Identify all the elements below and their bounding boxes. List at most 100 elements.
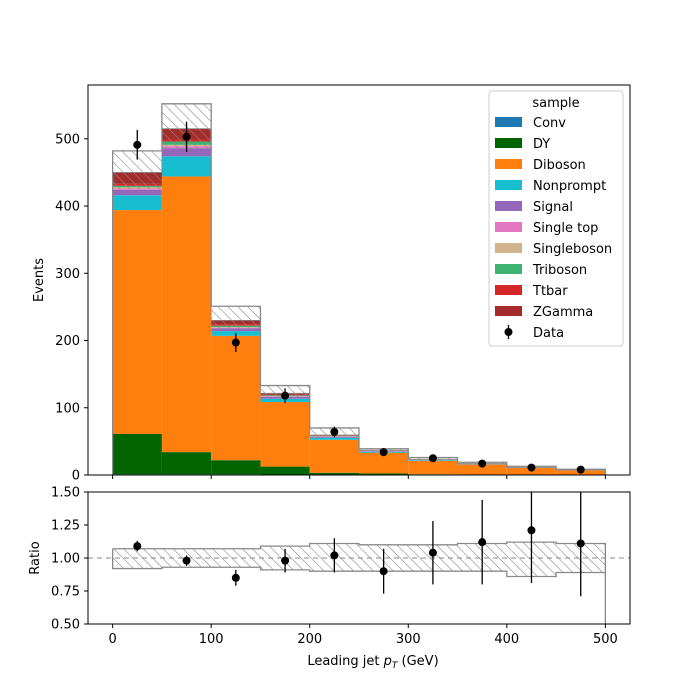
legend-swatch-single-top	[495, 222, 522, 232]
main-y-ticks: 0 100 200 300 400 500	[55, 132, 88, 484]
bar-diboson-bin-5	[359, 452, 409, 474]
main-ytick-label-3: 300	[55, 267, 80, 282]
ratio-band-upper-outline	[112, 541, 607, 624]
legend-label-single-top: Single top	[533, 221, 598, 236]
data-point-6	[428, 454, 437, 463]
bar-diboson-bin-7	[457, 464, 507, 475]
band-hatch-bin-2	[211, 306, 261, 331]
bar-diboson-bin-2	[211, 335, 261, 461]
main-x-ticks	[112, 475, 606, 479]
main-ytick-label-1: 100	[55, 401, 80, 416]
bar-nonprompt-bin-0	[112, 195, 162, 211]
ratio-band-hatch-bin-0	[112, 548, 162, 569]
bar-dy-bin-4	[309, 472, 359, 475]
legend-title: sample	[532, 96, 579, 111]
legend-label-conv: Conv	[533, 116, 566, 131]
ratio-y-ticks: 0.50 0.75 1.00 1.25 1.50	[51, 486, 88, 633]
main-ytick-label-2: 200	[55, 334, 80, 349]
data-point-5	[379, 448, 388, 457]
ratio-xtick-label-3: 300	[396, 632, 421, 647]
data-point-0	[133, 140, 142, 149]
ratio-xtick-label-0: 0	[108, 632, 116, 647]
bar-diboson-bin-0	[112, 210, 162, 434]
legend-label-ttbar: Ttbar	[532, 284, 568, 299]
legend: sample Conv DY Diboson Nonprompt Signal Singl…	[488, 90, 624, 347]
main-ytick-label-5: 500	[55, 132, 80, 147]
legend-swatch-singleboson	[495, 243, 522, 253]
ratio-xtick-label-2: 200	[297, 632, 322, 647]
data-point-7	[478, 459, 487, 468]
bar-diboson-bin-1	[161, 176, 212, 453]
ratio-point-8	[527, 526, 536, 535]
legend-label-singleboson: Singleboson	[533, 242, 612, 257]
bar-signal-bin-0	[112, 189, 162, 196]
legend-swatch-nonprompt	[495, 180, 522, 190]
ratio-ytick-label-3: 1.25	[51, 519, 80, 534]
x-axis-label: Leading jet pT (GeV)	[307, 654, 438, 671]
ratio-y-axis-label: Ratio	[28, 541, 43, 574]
stack-total-outline	[112, 128, 606, 471]
ratio-point-1	[182, 556, 191, 565]
legend-swatch-ttbar	[495, 285, 522, 295]
legend-label-zgamma: ZGamma	[533, 305, 593, 320]
bar-dy-bin-1	[161, 452, 212, 475]
legend-swatch-signal	[495, 201, 522, 211]
legend-swatch-triboson	[495, 264, 522, 274]
legend-data-marker	[504, 328, 513, 336]
bar-signal-bin-1	[161, 148, 212, 157]
bar-nonprompt-bin-1	[161, 156, 212, 177]
legend-label-dy: DY	[533, 137, 550, 152]
bar-dy-bin-0	[112, 433, 162, 475]
ratio-points	[133, 492, 585, 597]
ratio-xtick-label-4: 400	[494, 632, 519, 647]
data-point-8	[527, 463, 536, 472]
data-point-9	[576, 465, 585, 474]
bar-dy-bin-2	[211, 460, 261, 475]
ratio-ytick-label-2: 1.00	[51, 552, 80, 567]
ratio-point-2	[231, 573, 240, 582]
ratio-point-4	[330, 551, 339, 560]
ratio-point-5	[379, 567, 388, 576]
ratio-point-0	[133, 542, 142, 551]
legend-swatch-diboson	[495, 159, 522, 169]
ratio-ytick-label-4: 1.50	[51, 486, 80, 501]
ratio-xtick-label-5: 500	[593, 632, 618, 647]
data-point-4	[330, 427, 339, 436]
legend-label-diboson: Diboson	[533, 158, 586, 173]
main-ytick-label-4: 400	[55, 200, 80, 215]
data-point-3	[281, 391, 290, 400]
ratio-ytick-label-0: 0.50	[51, 618, 80, 633]
legend-swatch-zgamma	[495, 306, 522, 316]
main-panel: 0 100 200 300 400 500 Events sample Conv DY Dib…	[32, 84, 631, 484]
stacked-bars	[112, 128, 606, 475]
legend-swatch-conv	[495, 117, 522, 127]
legend-box	[488, 90, 624, 347]
legend-label-signal: Signal	[533, 200, 573, 215]
bar-dy-bin-5	[359, 473, 409, 475]
ratio-point-6	[428, 548, 437, 557]
main-ytick-label-0: 0	[72, 469, 80, 484]
legend-swatch-dy	[495, 138, 522, 148]
ratio-xtick-label-1: 100	[199, 632, 224, 647]
ratio-x-ticks: 0 100 200 300 400 500	[108, 624, 618, 647]
ratio-point-7	[478, 538, 487, 547]
bar-nonprompt-bin-4	[309, 437, 359, 440]
legend-entries: Conv DY Diboson Nonprompt Signal Single top Si…	[495, 116, 612, 341]
data-point-2	[231, 338, 240, 347]
ratio-band-lower-outline	[111, 548, 606, 578]
ratio-point-3	[281, 556, 290, 565]
legend-label-nonprompt: Nonprompt	[533, 179, 606, 194]
ratio-ytick-label-1: 0.75	[51, 585, 80, 600]
ratio-panel: 0.50 0.75 1.00 1.25 1.50 0 100 200 300 400 500 Ra…	[28, 486, 631, 671]
data-point-1	[182, 132, 191, 141]
bar-dy-bin-3	[260, 466, 310, 475]
data-points	[133, 121, 585, 474]
bar-single-top-bin-0	[112, 188, 162, 190]
bar-diboson-bin-4	[309, 439, 359, 473]
bar-diboson-bin-3	[260, 402, 310, 467]
legend-label-triboson: Triboson	[532, 263, 587, 278]
main-y-axis-label: Events	[32, 258, 47, 302]
legend-label-data: Data	[533, 326, 564, 341]
ratio-point-9	[576, 539, 585, 548]
